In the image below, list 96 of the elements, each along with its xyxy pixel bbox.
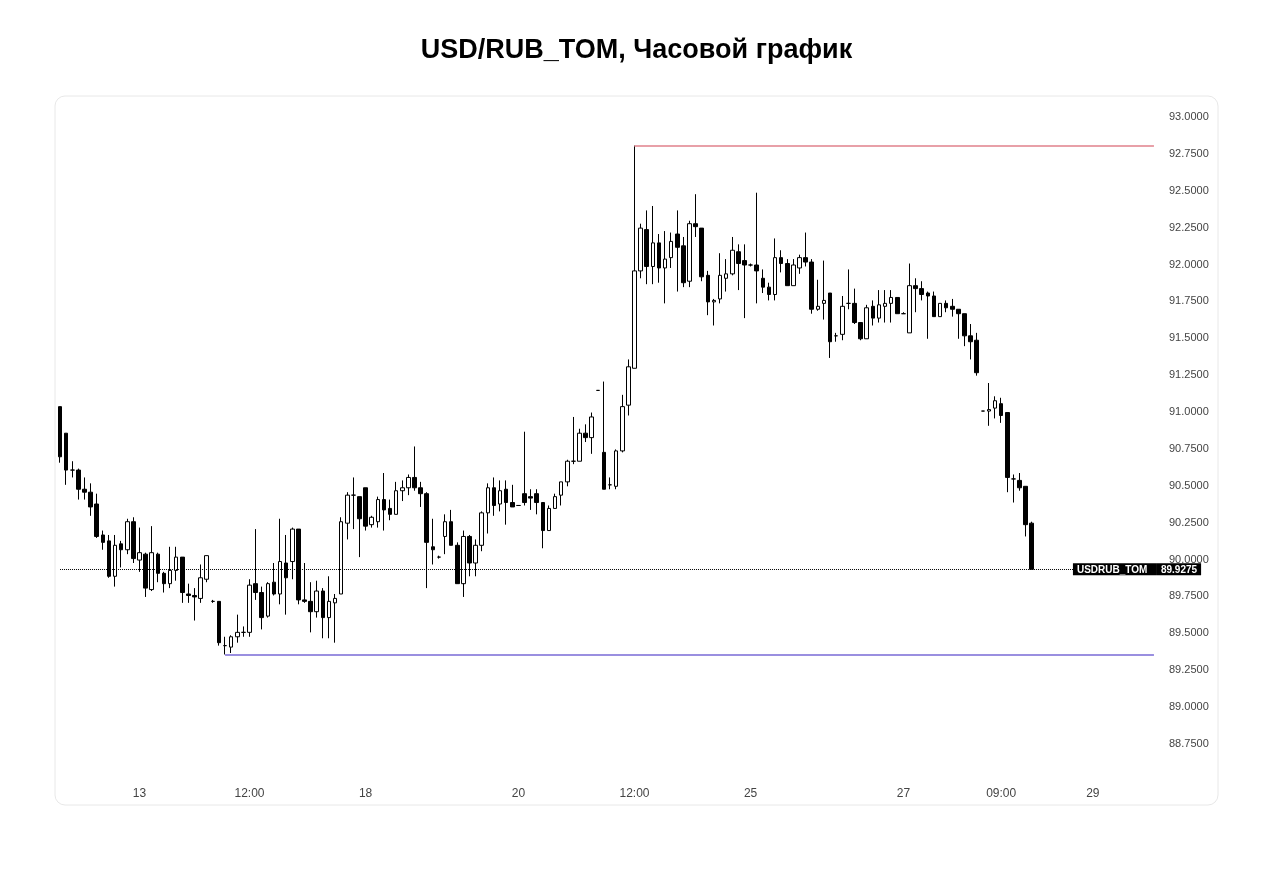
- candlestick: [1005, 412, 1010, 493]
- y-tick-label: 91.5000: [1169, 331, 1209, 344]
- ref-line-label: USDRUB_TOM: [1076, 563, 1148, 575]
- candlestick: [388, 499, 392, 521]
- candlestick: [699, 227, 704, 282]
- y-tick-label: 92.2500: [1169, 220, 1209, 233]
- candlestick: [345, 491, 350, 540]
- candlestick: [657, 233, 661, 284]
- candlestick: [382, 472, 386, 532]
- candlestick: [431, 518, 435, 565]
- y-tick-label: 92.5000: [1169, 183, 1209, 196]
- y-tick-label: 91.0000: [1169, 405, 1209, 418]
- candlestick: [816, 279, 820, 312]
- candlestick: [498, 479, 502, 512]
- candlestick: [547, 504, 551, 532]
- candlestick: [449, 509, 453, 546]
- candlestick: [119, 540, 123, 568]
- candlestick: [993, 395, 997, 419]
- candlestick: [235, 614, 240, 644]
- candlestick: [565, 459, 570, 487]
- x-tick-label: 27: [896, 786, 911, 800]
- y-tick-label: 91.2500: [1169, 368, 1209, 381]
- y-tick-label: 90.0000: [1169, 552, 1209, 565]
- candlestick: [987, 382, 991, 427]
- x-tick-label: 18: [358, 786, 373, 800]
- candlestick: [712, 298, 716, 326]
- y-tick-label: 89.2500: [1169, 663, 1209, 676]
- y-tick-label: 88.7500: [1169, 737, 1209, 749]
- y-tick-label: 91.7500: [1169, 294, 1209, 307]
- candlestick: [58, 406, 62, 464]
- candlestick: [883, 289, 887, 324]
- y-tick-label: 90.5000: [1169, 478, 1209, 491]
- x-tick-label: 09:00: [986, 786, 1017, 800]
- candlestick: [669, 232, 673, 269]
- candlestick: [1011, 474, 1016, 504]
- candlestick: [724, 258, 728, 293]
- candlestick: [718, 252, 722, 304]
- candlestick: [895, 296, 900, 315]
- candlestick: [510, 484, 515, 508]
- candlestick: [840, 295, 845, 341]
- candlestick: [492, 476, 496, 517]
- y-tick-label: 89.7500: [1169, 589, 1209, 602]
- x-tick-label: 25: [743, 786, 758, 800]
- candlestick: [559, 481, 563, 506]
- y-tick-label: 90.2500: [1169, 515, 1209, 528]
- candlestick: [779, 249, 783, 273]
- candlestick: [767, 282, 771, 301]
- candlestick: [223, 636, 227, 655]
- y-tick-label: 92.0000: [1169, 257, 1209, 270]
- y-tick-label: 89.0000: [1169, 700, 1209, 713]
- candlestick: [376, 496, 380, 529]
- candlestick: [327, 575, 331, 639]
- candlestick: [101, 530, 105, 551]
- candlestick: [614, 448, 618, 490]
- candlestick: [620, 394, 625, 453]
- candlestick: [999, 397, 1003, 424]
- candlestick: [443, 513, 447, 555]
- x-tick-label: 20: [511, 786, 526, 800]
- candlestick: [64, 432, 68, 486]
- candlestick: [706, 270, 710, 316]
- y-tick-label: 90.7500: [1169, 441, 1209, 454]
- chart-title: USD/RUB_TOM, Часовой график: [420, 33, 853, 64]
- candlestick: [944, 299, 948, 313]
- candlestick: [663, 230, 667, 304]
- x-tick-label: 13: [132, 786, 147, 800]
- candlestick: [822, 260, 826, 321]
- candlestick: [217, 600, 221, 647]
- candlestick: [321, 587, 325, 639]
- y-tick-label: 89.5000: [1169, 626, 1209, 639]
- candlestick: [871, 299, 875, 326]
- candlestick: [541, 502, 545, 549]
- candlestick: [486, 482, 490, 535]
- x-tick-label: 29: [1086, 786, 1100, 800]
- candlestick: [266, 581, 270, 619]
- candlestick: [333, 593, 337, 644]
- y-tick-label: 93.0000: [1169, 110, 1209, 122]
- candlestick: [889, 289, 893, 324]
- candlestick: [351, 476, 356, 530]
- candlestick: [553, 493, 557, 509]
- candlestick: [602, 381, 606, 490]
- candlestick: [162, 571, 166, 594]
- candlestick: [651, 205, 655, 285]
- candlestick: [828, 292, 832, 359]
- candlestick: [229, 634, 233, 654]
- candlestick: [761, 268, 765, 294]
- candlestick: [938, 302, 942, 318]
- candlestick: [394, 481, 398, 515]
- candlestick: [877, 289, 881, 324]
- candlestick: [932, 291, 936, 318]
- y-tick-label: 92.7500: [1169, 146, 1209, 159]
- text: 89.9275: [1160, 563, 1198, 575]
- candlestick: [773, 237, 777, 301]
- x-tick-label: 12:00: [619, 786, 650, 800]
- candlestick: [504, 479, 508, 526]
- x-tick-label: 12:00: [234, 786, 265, 800]
- candlestick: [926, 291, 930, 340]
